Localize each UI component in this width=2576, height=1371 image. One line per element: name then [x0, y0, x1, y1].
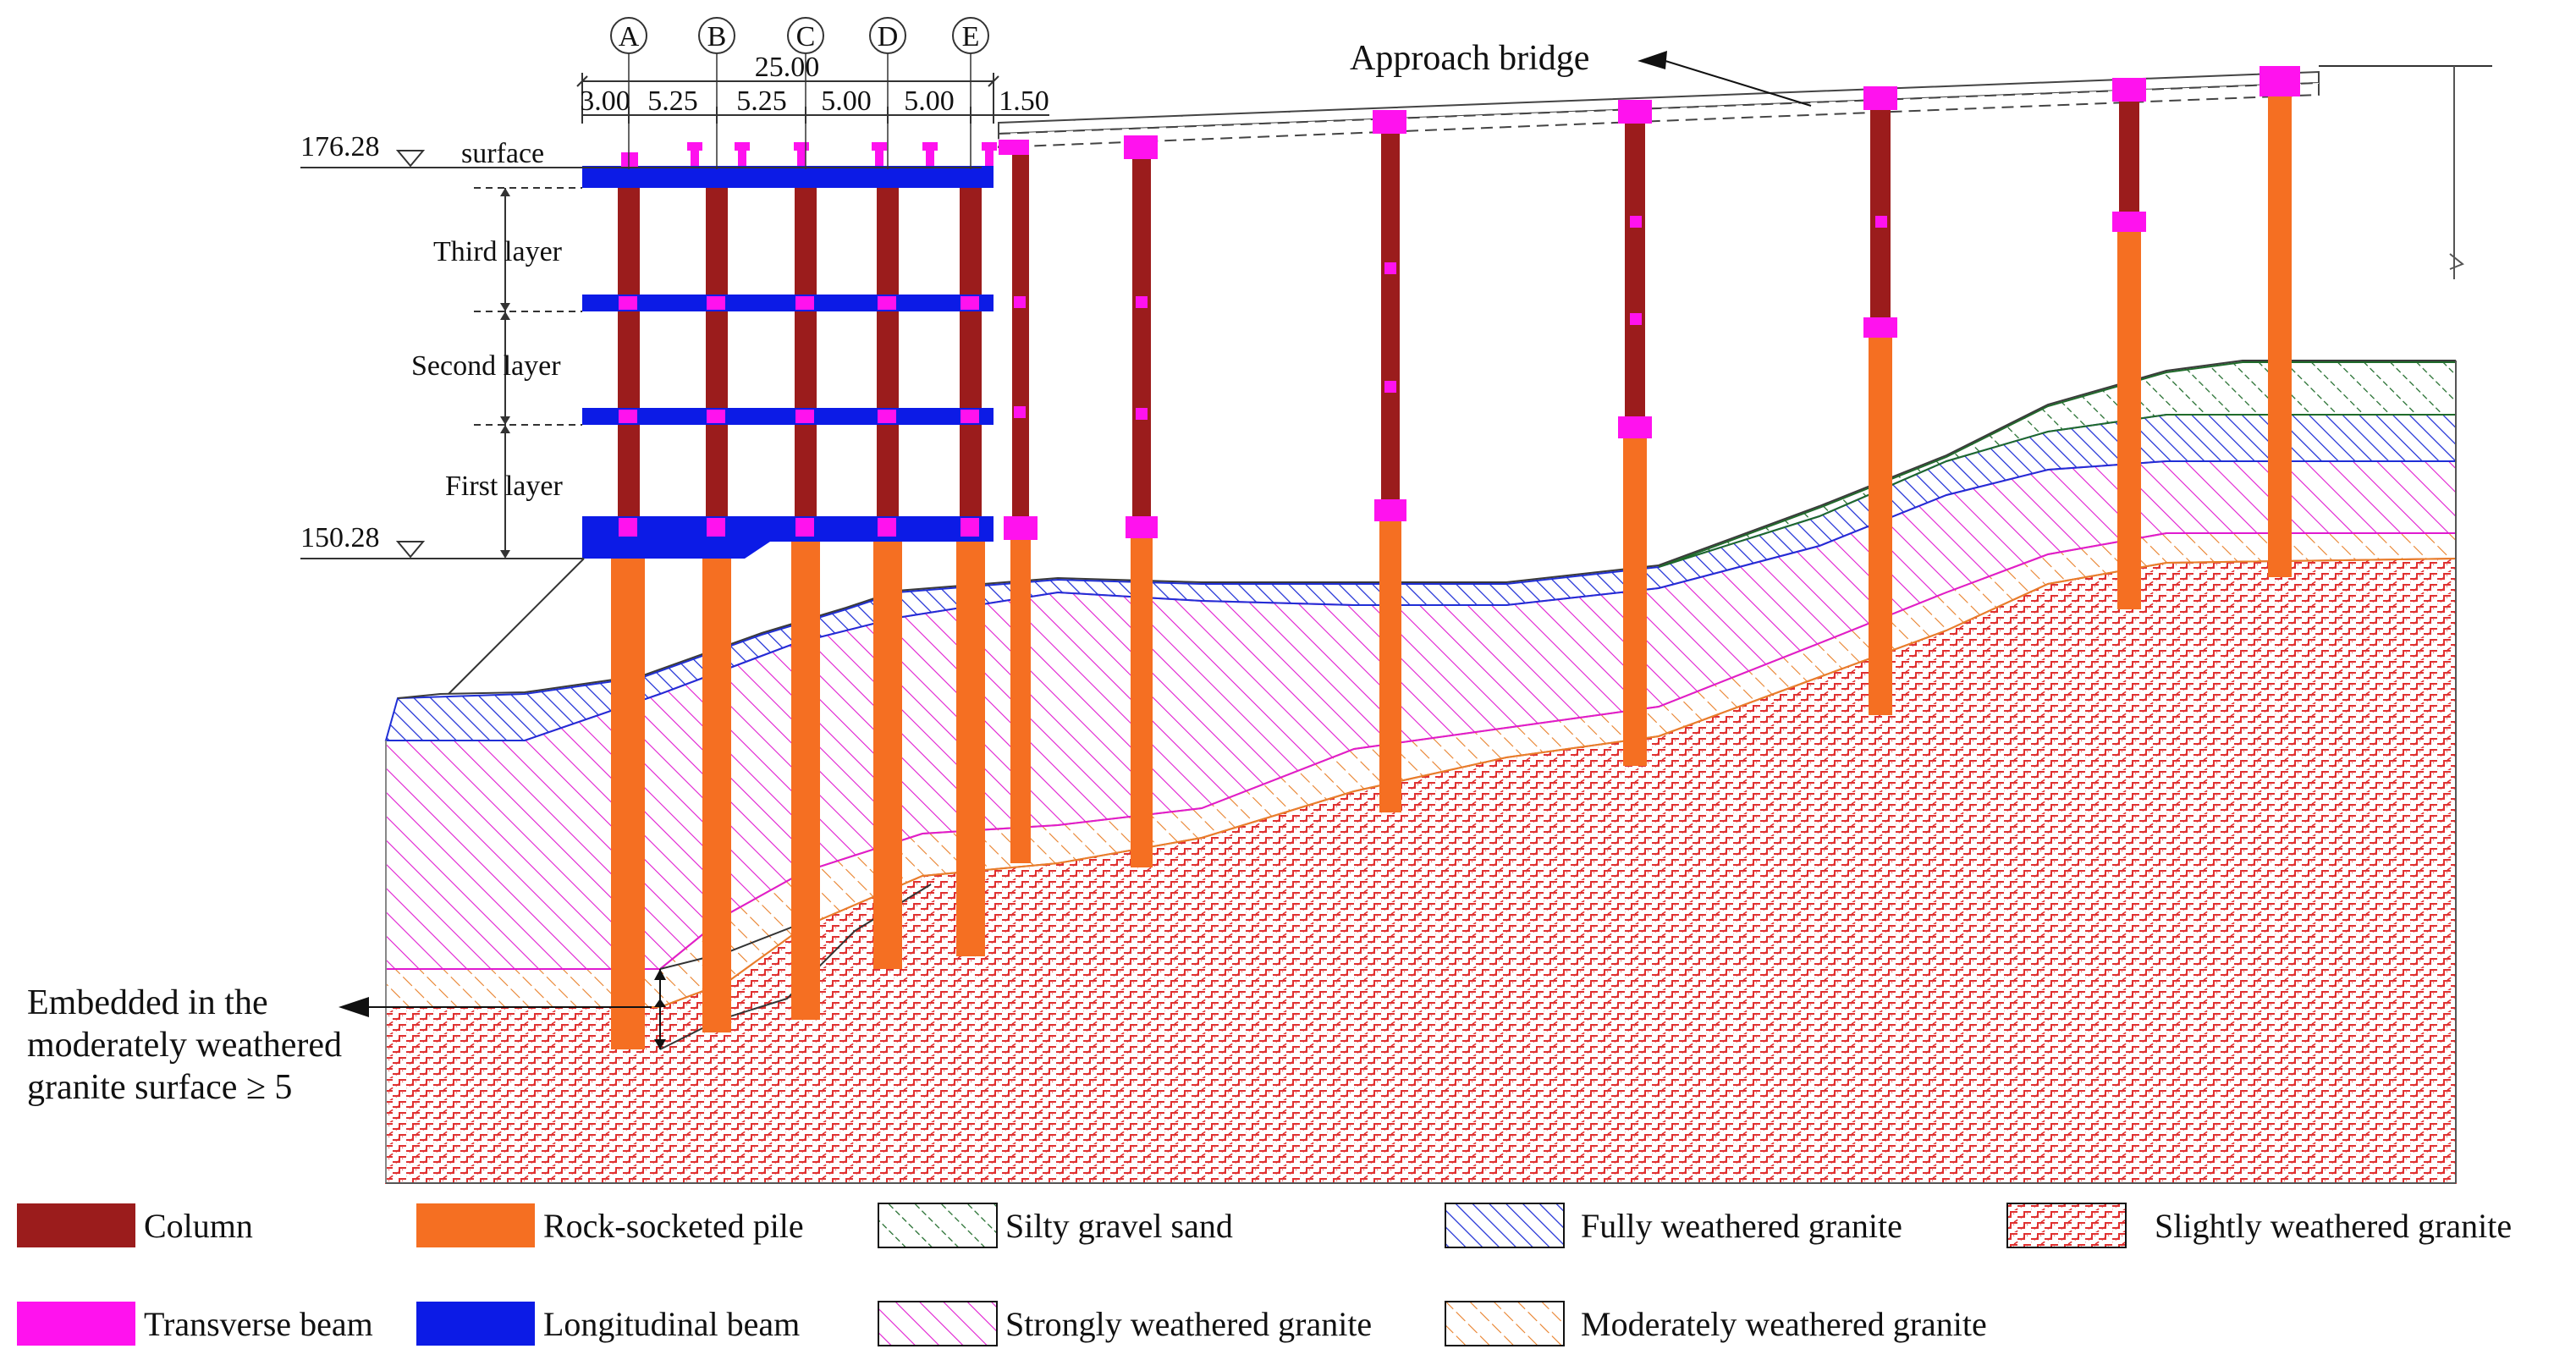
column-E [960, 173, 982, 542]
legend-item-rock-socketed-pile: Rock-socketed pile [416, 1203, 804, 1247]
longitudinal-beam-third [582, 295, 994, 311]
pile-D [873, 542, 902, 969]
longitudinal-beam-second [582, 408, 994, 425]
axis-label-e: E [962, 21, 980, 52]
frame-structure [582, 142, 997, 1049]
svg-text:Longitudinal beam: Longitudinal beam [543, 1305, 800, 1343]
axis-label-a: A [619, 21, 640, 52]
axis-label-c: C [796, 21, 816, 52]
elevation-top: 176.28 [300, 131, 380, 162]
layer-label-surface: surface [461, 138, 544, 169]
embedded-label-line1: Embedded in the [27, 983, 268, 1022]
svg-text:Rock-socketed pile: Rock-socketed pile [543, 1207, 804, 1245]
svg-text:Strongly weathered granite: Strongly weathered granite [1005, 1305, 1372, 1343]
longitudinal-beam-top [582, 166, 994, 188]
layer-label-third: Third layer [433, 236, 563, 267]
legend-item-fully-weathered-granite: Fully weathered granite [1445, 1203, 1902, 1248]
layer-label-second: Second layer [411, 350, 561, 382]
annotations: 176.28 150.28 surface Third layer Second… [27, 17, 1812, 1107]
legend-item-moderately-weathered-granite: Moderately weathered granite [1445, 1301, 1987, 1346]
soil-profile [384, 360, 2457, 1184]
pile-A [611, 559, 645, 1049]
layer-label-first: First layer [445, 471, 563, 502]
axis-label-d: D [878, 21, 899, 52]
legend-item-slightly-weathered-granite: Slightly weathered granite [2006, 1203, 2512, 1248]
elevation-bottom: 150.28 [300, 522, 380, 553]
svg-text:Slightly weathered granite: Slightly weathered granite [2155, 1207, 2512, 1245]
legend-item-transverse-beam: Transverse beam [17, 1302, 373, 1346]
column-C [795, 173, 817, 542]
legend-item-strongly-weathered-granite: Strongly weathered granite [878, 1301, 1372, 1346]
dimension-span-5: 5.00 [904, 85, 955, 117]
approach-bridge-label: Approach bridge [1350, 39, 1589, 78]
column-A [618, 173, 640, 559]
pile-C [791, 542, 820, 1020]
longitudinal-beam-base [582, 516, 994, 559]
svg-text:Fully weathered granite: Fully weathered granite [1581, 1207, 1902, 1245]
legend-item-silty-gravel-sand: Silty gravel sand [878, 1203, 1233, 1248]
legend-item-longitudinal-beam: Longitudinal beam [416, 1302, 800, 1346]
embedded-label-line2: moderately weathered [27, 1026, 342, 1065]
axis-label-b: B [707, 21, 727, 52]
pile-B [702, 559, 731, 1032]
dimension-span-1: 3.00 [580, 85, 630, 117]
svg-text:Moderately weathered granite: Moderately weathered granite [1581, 1305, 1987, 1343]
svg-text:Silty gravel sand: Silty gravel sand [1005, 1207, 1233, 1245]
pile-E [956, 542, 985, 956]
column-D [877, 173, 899, 542]
approach-bridge-deck [998, 65, 2492, 279]
svg-text:Transverse beam: Transverse beam [144, 1305, 373, 1343]
svg-text:Column: Column [144, 1207, 253, 1245]
legend-item-column: Column [17, 1203, 253, 1247]
dimension-span-2: 5.25 [647, 85, 698, 117]
bridge-piers [999, 66, 2300, 867]
dimension-span-6: 1.50 [999, 85, 1049, 117]
dimension-span-4: 5.00 [821, 85, 872, 117]
dimension-span-3: 5.25 [736, 85, 787, 117]
embedded-label-line3: granite surface ≥ 5 [27, 1068, 292, 1107]
column-B [706, 173, 728, 559]
dimension-total: 25.00 [755, 52, 820, 83]
legend: Column Rock-socketed pile Silty gravel s… [17, 1203, 2512, 1346]
